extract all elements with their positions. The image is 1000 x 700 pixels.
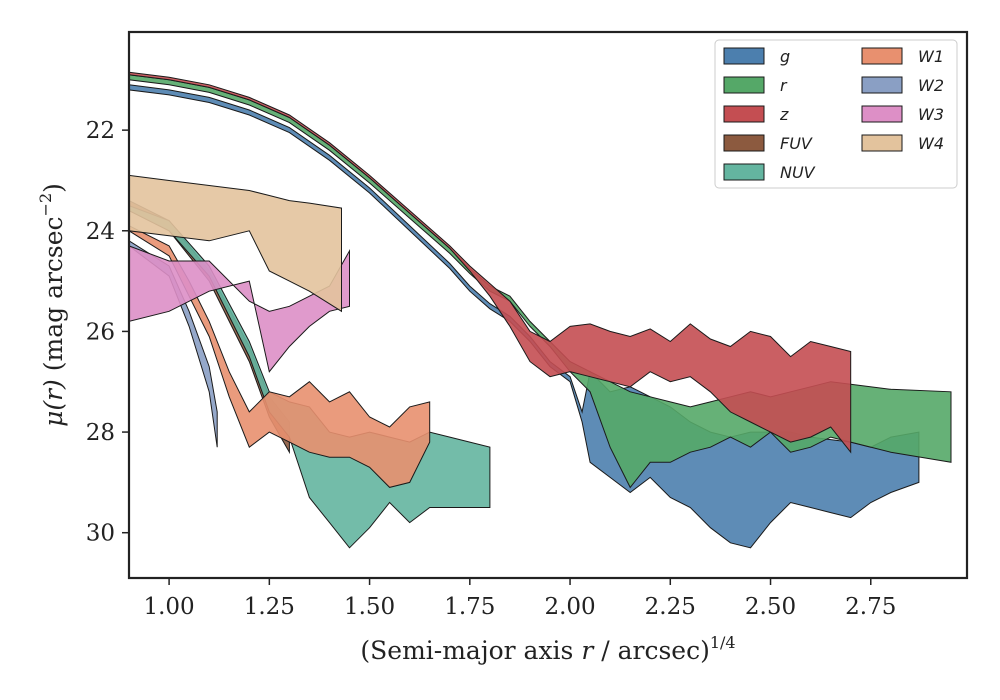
band-z — [128, 71, 852, 454]
x-axis-label: (Semi-major axis r / arcsec)1/4 — [360, 633, 735, 665]
legend-label-g: g — [780, 47, 790, 66]
x-tick-label: 2.75 — [845, 594, 896, 620]
x-tick-label: 2.25 — [645, 594, 696, 620]
legend-label-z: z — [779, 105, 789, 124]
y-tick-label: 26 — [86, 319, 115, 345]
legend-label-w4: W4 — [918, 134, 944, 153]
band-w3 — [128, 245, 350, 373]
x-tick-label: 2.00 — [544, 594, 595, 620]
legend-label-r: r — [780, 76, 788, 95]
legend: grz FUV NUV W1 W2 W3 W4 — [714, 39, 958, 189]
y-axis: 22 24 26 28 30 — [86, 118, 129, 547]
legend-label-fuv: FUV — [780, 134, 813, 153]
y-tick-label: 22 — [86, 118, 115, 144]
band-w4 — [128, 174, 342, 313]
legend-swatch-z — [723, 105, 765, 123]
legend-swatch-w2 — [861, 76, 903, 94]
legend-label-nuv: NUV — [780, 163, 816, 182]
legend-label-w3: W3 — [918, 105, 944, 124]
legend-swatch-nuv — [723, 163, 765, 181]
x-tick-label: 1.50 — [344, 594, 395, 620]
band-w1 — [128, 224, 431, 488]
x-tick-label: 1.75 — [444, 594, 495, 620]
x-tick-label: 1.00 — [143, 594, 194, 620]
y-tick-label: 24 — [86, 219, 115, 245]
legend-swatch-g — [723, 47, 765, 65]
y-axis-label: μ(r) (mag arcsec−2) — [36, 183, 68, 427]
legend-swatch-w1 — [861, 47, 903, 65]
x-tick-label: 1.25 — [244, 594, 295, 620]
legend-label-w1: W1 — [918, 47, 944, 66]
legend-label-w2: W2 — [918, 76, 944, 95]
legend-swatch-w3 — [861, 105, 903, 123]
legend-swatch-r — [723, 76, 765, 94]
series-layer — [128, 71, 952, 549]
x-axis: 1.00 1.25 1.50 1.75 2.00 2.25 2.50 2.75 — [143, 578, 896, 620]
x-tick-label: 2.50 — [745, 594, 796, 620]
y-tick-label: 28 — [86, 420, 115, 446]
plot-frame — [127, 30, 969, 580]
legend-swatch-w4 — [861, 134, 903, 152]
legend-swatch-fuv — [723, 134, 765, 152]
y-tick-label: 30 — [86, 521, 115, 547]
